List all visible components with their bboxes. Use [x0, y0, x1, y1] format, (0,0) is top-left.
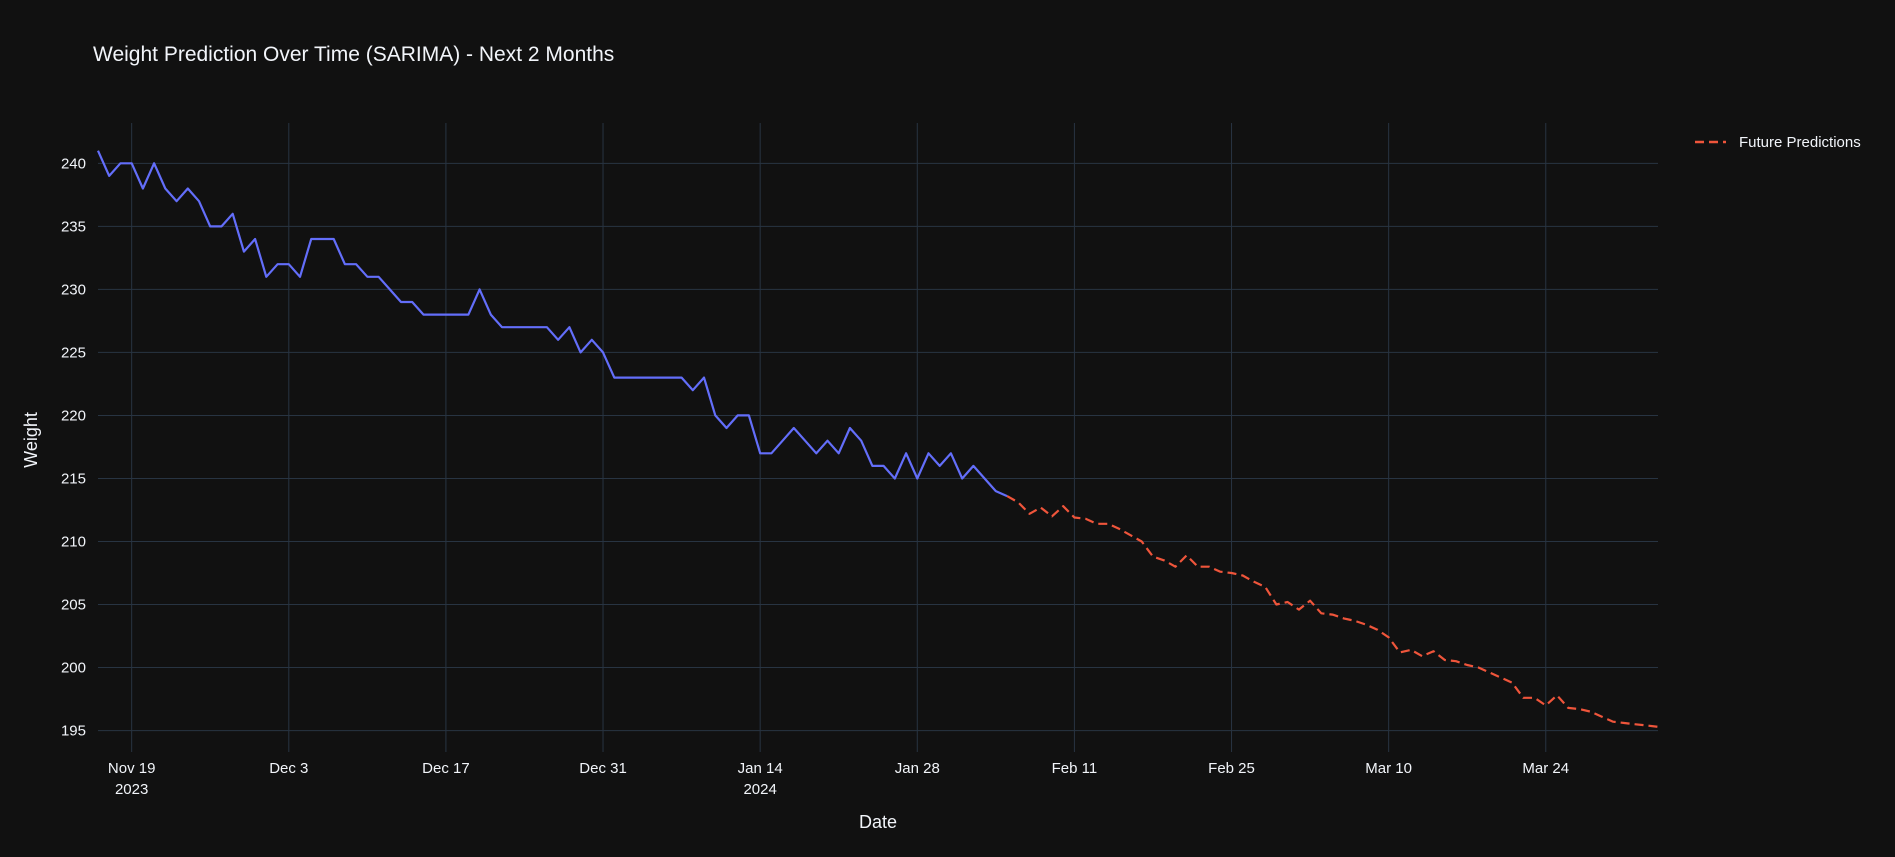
- x-tick-label: Jan 28: [895, 760, 940, 777]
- y-tick-label: 215: [61, 470, 86, 487]
- series-layer: [96, 150, 1659, 728]
- series-line-observed[interactable]: [96, 150, 1008, 498]
- x-tick-label: Dec 31: [579, 760, 627, 777]
- y-tick-label: 225: [61, 344, 86, 361]
- y-tick-label: 240: [61, 155, 86, 172]
- y-tick-label: 195: [61, 723, 86, 740]
- x-tick-year-label: 2024: [743, 781, 776, 798]
- x-tick-label: Nov 19: [108, 760, 156, 777]
- tick-layer: 195 200 205 210 215 220 225 230 235 240 Nov 19 2023…: [61, 155, 1569, 798]
- series-line-future-predictions[interactable]: [1006, 495, 1659, 728]
- x-tick-label: Jan 14: [738, 760, 783, 777]
- x-tick-label: Mar 24: [1522, 760, 1569, 777]
- y-tick-label: 210: [61, 533, 86, 550]
- y-tick-label: 230: [61, 281, 86, 298]
- legend-label-future-predictions: Future Predictions: [1739, 134, 1861, 151]
- x-tick-year-label: 2023: [115, 781, 148, 798]
- y-tick-label: 205: [61, 597, 86, 614]
- x-tick-label: Feb 11: [1052, 760, 1098, 777]
- x-tick-label: Dec 3: [269, 760, 308, 777]
- grid-layer: [98, 123, 1658, 752]
- y-tick-label: 235: [61, 218, 86, 235]
- chart-title: Weight Prediction Over Time (SARIMA) - N…: [93, 43, 614, 66]
- x-tick-label: Feb 25: [1208, 760, 1255, 777]
- y-tick-label: 200: [61, 660, 86, 677]
- y-tick-label: 220: [61, 407, 86, 424]
- y-axis-title: Weight: [21, 412, 41, 468]
- x-tick-label: Dec 17: [422, 760, 470, 777]
- x-tick-label: Mar 10: [1365, 760, 1412, 777]
- legend[interactable]: Future Predictions: [1695, 134, 1861, 151]
- x-axis-title: Date: [859, 812, 897, 832]
